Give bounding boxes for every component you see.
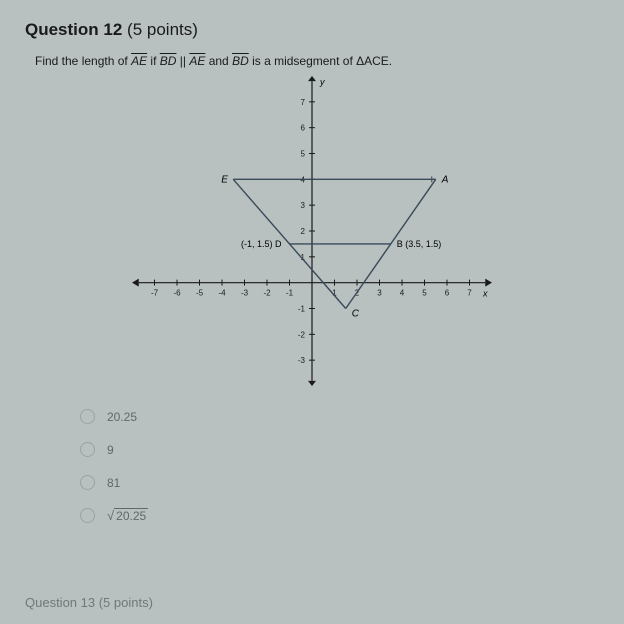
svg-text:6: 6 [445, 289, 450, 298]
radio-icon[interactable] [80, 475, 95, 490]
radio-icon[interactable] [80, 409, 95, 424]
option-row[interactable]: √20.25 [80, 508, 599, 523]
prompt-text: if [147, 54, 160, 68]
svg-text:2: 2 [301, 227, 306, 236]
svg-text:5: 5 [301, 150, 306, 159]
svg-text:-3: -3 [298, 356, 306, 365]
svg-text:-4: -4 [218, 289, 226, 298]
svg-text:-7: -7 [151, 289, 159, 298]
question-points: (5 points) [127, 20, 198, 39]
prompt-text: is a midsegment of ΔACE. [249, 54, 392, 68]
svg-text:B (3.5, 1.5): B (3.5, 1.5) [397, 239, 442, 249]
seg-bd2: BD [232, 54, 249, 68]
svg-text:5: 5 [422, 289, 427, 298]
svg-text:3: 3 [301, 201, 306, 210]
svg-text:y: y [319, 77, 325, 87]
option-row[interactable]: 20.25 [80, 409, 599, 424]
radio-icon[interactable] [80, 442, 95, 457]
question-prompt: Find the length of AE if BD || AE and BD… [35, 54, 599, 68]
prompt-text: || [176, 54, 189, 68]
svg-text:7: 7 [467, 289, 472, 298]
svg-text:6: 6 [301, 124, 306, 133]
svg-text:-2: -2 [298, 330, 306, 339]
options-list: 20.25 9 81 √20.25 [80, 409, 599, 523]
next-question-header: Question 13 (5 points) [25, 595, 153, 610]
radio-icon[interactable] [80, 508, 95, 523]
option-label: 81 [107, 476, 120, 490]
option-label: 20.25 [107, 410, 137, 424]
question-header: Question 12 (5 points) [25, 20, 599, 40]
question-number: Question 12 [25, 20, 122, 39]
svg-text:x: x [482, 289, 488, 299]
svg-text:A: A [441, 174, 449, 185]
svg-text:-3: -3 [241, 289, 249, 298]
prompt-text: Find the length of [35, 54, 131, 68]
option-row[interactable]: 81 [80, 475, 599, 490]
svg-text:-1: -1 [286, 289, 294, 298]
option-label: √20.25 [107, 508, 148, 523]
svg-text:-6: -6 [173, 289, 181, 298]
coordinate-graph: -7-6-5-4-3-2-11234567-3-2-11234567yxEA(-… [132, 76, 492, 386]
svg-text:7: 7 [301, 98, 306, 107]
option-row[interactable]: 9 [80, 442, 599, 457]
seg-ae: AE [131, 54, 147, 68]
svg-text:C: C [352, 309, 360, 320]
seg-ae2: AE [189, 54, 205, 68]
graph-container: -7-6-5-4-3-2-11234567-3-2-11234567yxEA(-… [25, 76, 599, 391]
svg-text:E: E [221, 174, 228, 185]
option-label: 9 [107, 443, 114, 457]
svg-text:-5: -5 [196, 289, 204, 298]
svg-text:-1: -1 [298, 305, 306, 314]
svg-text:4: 4 [400, 289, 405, 298]
svg-text:-2: -2 [263, 289, 271, 298]
svg-text:(-1, 1.5) D: (-1, 1.5) D [241, 239, 282, 249]
seg-bd: BD [160, 54, 177, 68]
svg-text:3: 3 [377, 289, 382, 298]
prompt-text: and [205, 54, 232, 68]
